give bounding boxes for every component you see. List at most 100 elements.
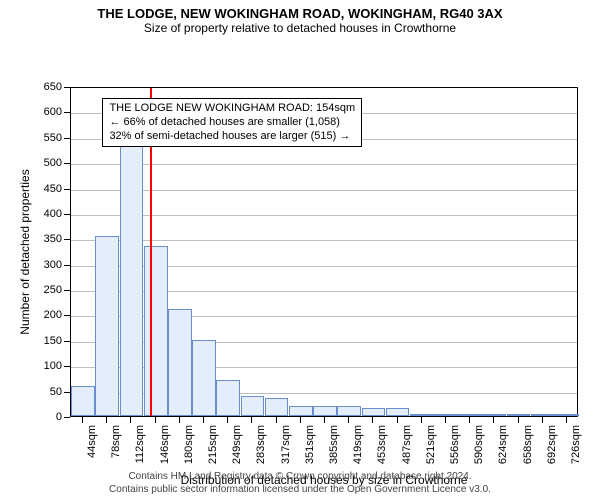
histogram-bar <box>168 309 192 416</box>
y-tick <box>64 392 70 393</box>
x-tick <box>106 417 107 423</box>
x-tick <box>566 417 567 423</box>
x-tick-label: 521sqm <box>425 425 437 475</box>
x-tick <box>227 417 228 423</box>
x-tick <box>445 417 446 423</box>
y-tick-label: 250 <box>32 284 62 296</box>
y-tick <box>64 239 70 240</box>
y-tick <box>64 341 70 342</box>
x-tick-label: 385sqm <box>328 425 340 475</box>
histogram-bar <box>555 414 579 416</box>
y-tick-label: 200 <box>32 309 62 321</box>
x-tick-label: 112sqm <box>134 425 146 475</box>
x-tick <box>397 417 398 423</box>
histogram-bar <box>95 236 119 416</box>
grid-line <box>71 164 577 165</box>
y-tick-label: 650 <box>32 81 62 93</box>
footer-line-1: Contains HM Land Registry data © Crown c… <box>0 471 600 484</box>
y-tick-label: 150 <box>32 335 62 347</box>
y-tick <box>64 366 70 367</box>
y-tick-label: 600 <box>32 106 62 118</box>
histogram-bar <box>531 414 555 416</box>
annotation-box: THE LODGE NEW WOKINGHAM ROAD: 154sqm← 66… <box>102 98 362 147</box>
grid-line <box>71 190 577 191</box>
x-tick-label: 624sqm <box>497 425 509 475</box>
x-tick <box>179 417 180 423</box>
histogram-bar <box>71 386 95 416</box>
histogram-bar <box>362 408 386 416</box>
annotation-line: 32% of semi-detached houses are larger (… <box>109 130 355 144</box>
x-tick-label: 419sqm <box>352 425 364 475</box>
x-tick-label: 215sqm <box>207 425 219 475</box>
histogram-bar <box>241 396 265 416</box>
histogram-bar <box>120 137 144 416</box>
x-tick <box>372 417 373 423</box>
plot-area: THE LODGE NEW WOKINGHAM ROAD: 154sqm← 66… <box>70 87 578 417</box>
x-tick <box>203 417 204 423</box>
x-tick <box>251 417 252 423</box>
y-axis-label: Number of detached properties <box>18 87 32 417</box>
x-tick <box>493 417 494 423</box>
x-tick-label: 453sqm <box>376 425 388 475</box>
grid-line <box>71 215 577 216</box>
x-tick <box>421 417 422 423</box>
histogram-bar <box>386 408 410 416</box>
y-tick <box>64 417 70 418</box>
x-tick-label: 658sqm <box>522 425 534 475</box>
y-tick-label: 450 <box>32 183 62 195</box>
histogram-bar <box>265 398 289 416</box>
y-tick <box>64 112 70 113</box>
x-tick <box>518 417 519 423</box>
y-tick-label: 550 <box>32 132 62 144</box>
y-tick <box>64 163 70 164</box>
x-tick <box>130 417 131 423</box>
y-tick-label: 50 <box>32 386 62 398</box>
histogram-bar <box>410 414 434 416</box>
histogram-bar <box>216 380 240 416</box>
x-tick-label: 487sqm <box>401 425 413 475</box>
x-tick <box>82 417 83 423</box>
x-tick <box>469 417 470 423</box>
histogram-bar <box>289 406 313 416</box>
x-tick-label: 180sqm <box>183 425 195 475</box>
y-tick <box>64 315 70 316</box>
footer-attribution: Contains HM Land Registry data © Crown c… <box>0 471 600 496</box>
x-tick-label: 146sqm <box>159 425 171 475</box>
histogram-bar <box>144 246 168 416</box>
annotation-line: ← 66% of detached houses are smaller (1,… <box>109 116 355 130</box>
y-tick <box>64 138 70 139</box>
x-tick <box>348 417 349 423</box>
chart-subtitle: Size of property relative to detached ho… <box>0 21 600 35</box>
x-tick-label: 44sqm <box>86 425 98 475</box>
x-tick-label: 726sqm <box>570 425 582 475</box>
histogram-bar <box>507 414 531 416</box>
y-tick-label: 300 <box>32 259 62 271</box>
x-tick-label: 590sqm <box>473 425 485 475</box>
histogram-bar <box>434 414 458 416</box>
histogram-bar <box>458 414 482 416</box>
x-tick <box>324 417 325 423</box>
y-tick-label: 500 <box>32 157 62 169</box>
histogram-bar <box>313 406 337 416</box>
x-tick <box>155 417 156 423</box>
x-tick <box>542 417 543 423</box>
y-tick <box>64 87 70 88</box>
x-tick-label: 692sqm <box>546 425 558 475</box>
x-tick-label: 283sqm <box>255 425 267 475</box>
y-tick <box>64 290 70 291</box>
annotation-line: THE LODGE NEW WOKINGHAM ROAD: 154sqm <box>109 102 355 116</box>
x-tick-label: 556sqm <box>449 425 461 475</box>
histogram-bar <box>192 340 216 416</box>
x-tick-label: 351sqm <box>304 425 316 475</box>
x-tick <box>300 417 301 423</box>
footer-line-2: Contains public sector information licen… <box>0 484 600 497</box>
grid-line <box>71 240 577 241</box>
x-tick-label: 78sqm <box>110 425 122 475</box>
y-tick <box>64 214 70 215</box>
x-tick-label: 317sqm <box>280 425 292 475</box>
y-tick <box>64 189 70 190</box>
x-tick <box>276 417 277 423</box>
x-tick-label: 249sqm <box>231 425 243 475</box>
y-tick-label: 0 <box>32 411 62 423</box>
y-tick-label: 350 <box>32 233 62 245</box>
